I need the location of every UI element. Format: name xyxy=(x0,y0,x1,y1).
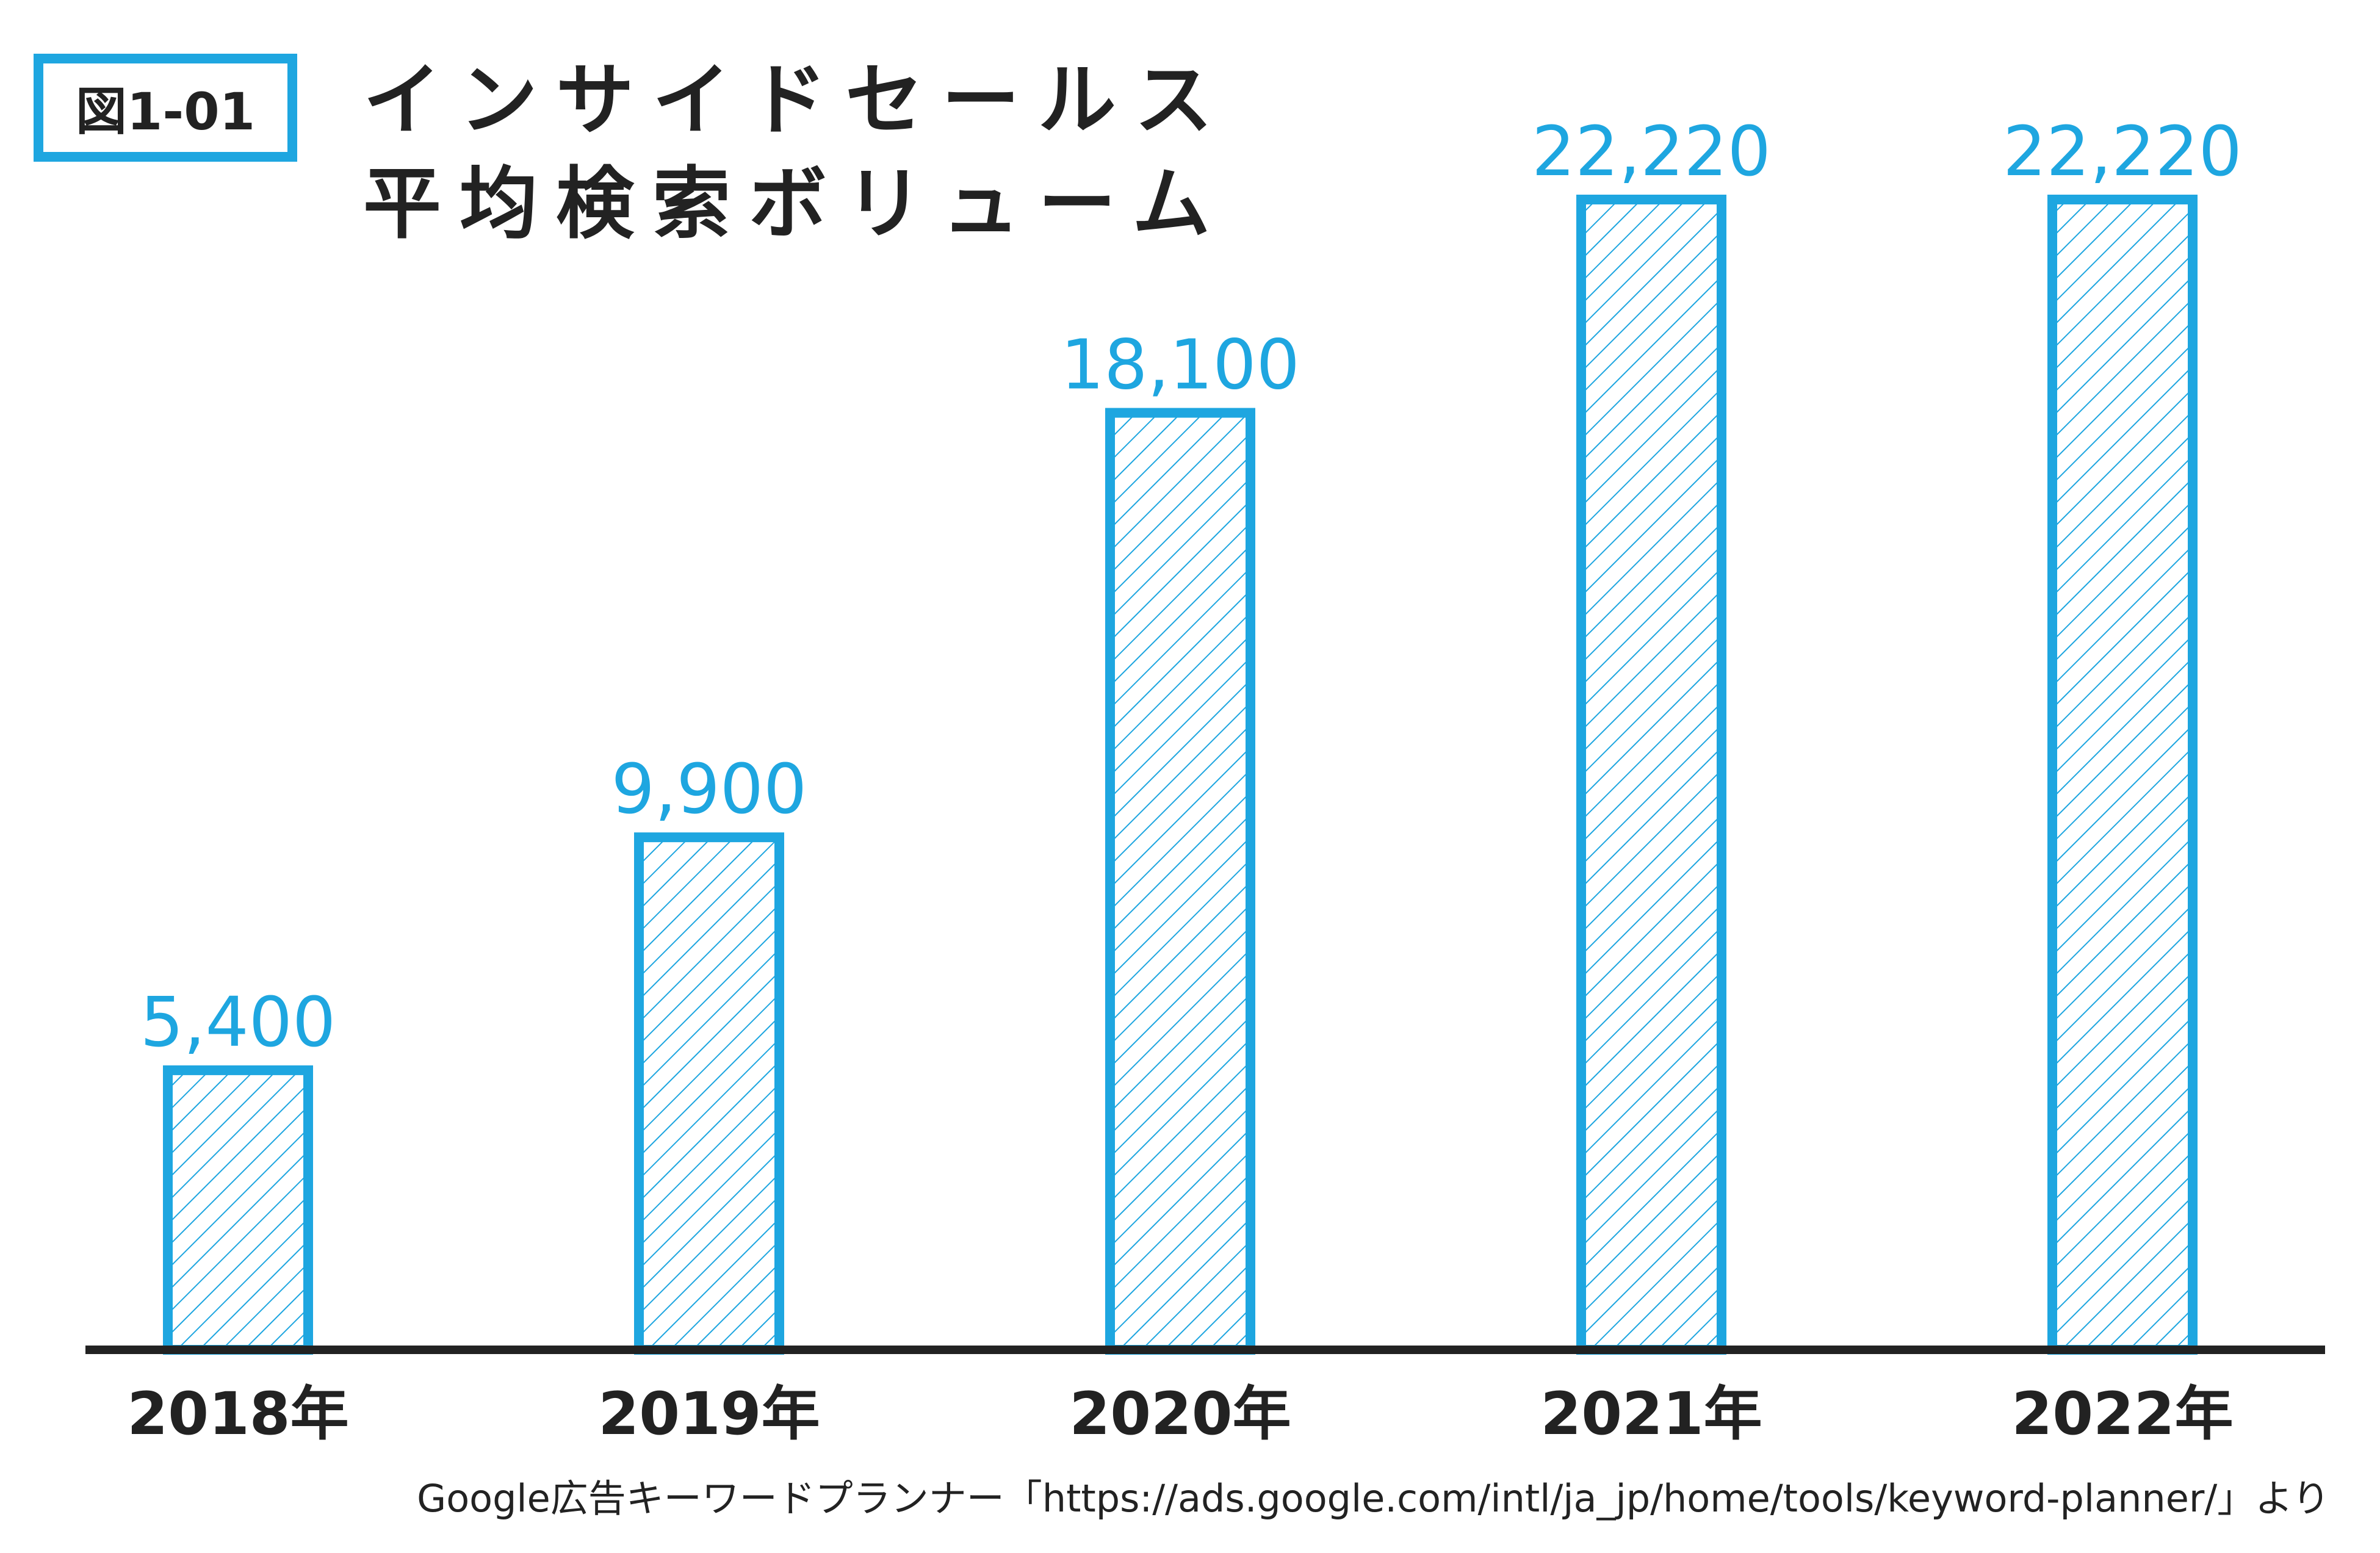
value-label-5: 22,220 xyxy=(2003,112,2242,192)
value-label-3: 18,100 xyxy=(1061,326,1300,405)
chart-title-line1: インサイドセールス xyxy=(363,55,1231,146)
bar-2 xyxy=(634,832,784,1355)
bar-3 xyxy=(1105,408,1255,1355)
chart-title-line2: 平均検索ボリューム xyxy=(363,159,1229,250)
chart-title: インサイドセールス 平均検索ボリューム xyxy=(363,49,1231,256)
category-label-2: 2019年 xyxy=(598,1380,820,1448)
bar-1 xyxy=(163,1065,313,1355)
value-label-4: 22,220 xyxy=(1532,112,1771,192)
labels: 5,400 2018年 9,900 2019年 18,100 2020年 22,220 202… xyxy=(127,112,2242,1448)
figure-label: 図1-01 xyxy=(34,54,297,162)
bar-5 xyxy=(2047,195,2198,1355)
source-note: Google広告キーワードプランナー「https://ads.google.co… xyxy=(417,1476,2330,1521)
category-label-3: 2020年 xyxy=(1069,1380,1291,1448)
category-label-1: 2018年 xyxy=(127,1380,348,1448)
bar-4 xyxy=(1576,195,1726,1355)
category-label-4: 2021年 xyxy=(1540,1380,1762,1448)
category-label-5: 2022年 xyxy=(2011,1380,2233,1448)
value-label-1: 5,400 xyxy=(140,983,336,1062)
value-label-2: 9,900 xyxy=(611,750,807,829)
